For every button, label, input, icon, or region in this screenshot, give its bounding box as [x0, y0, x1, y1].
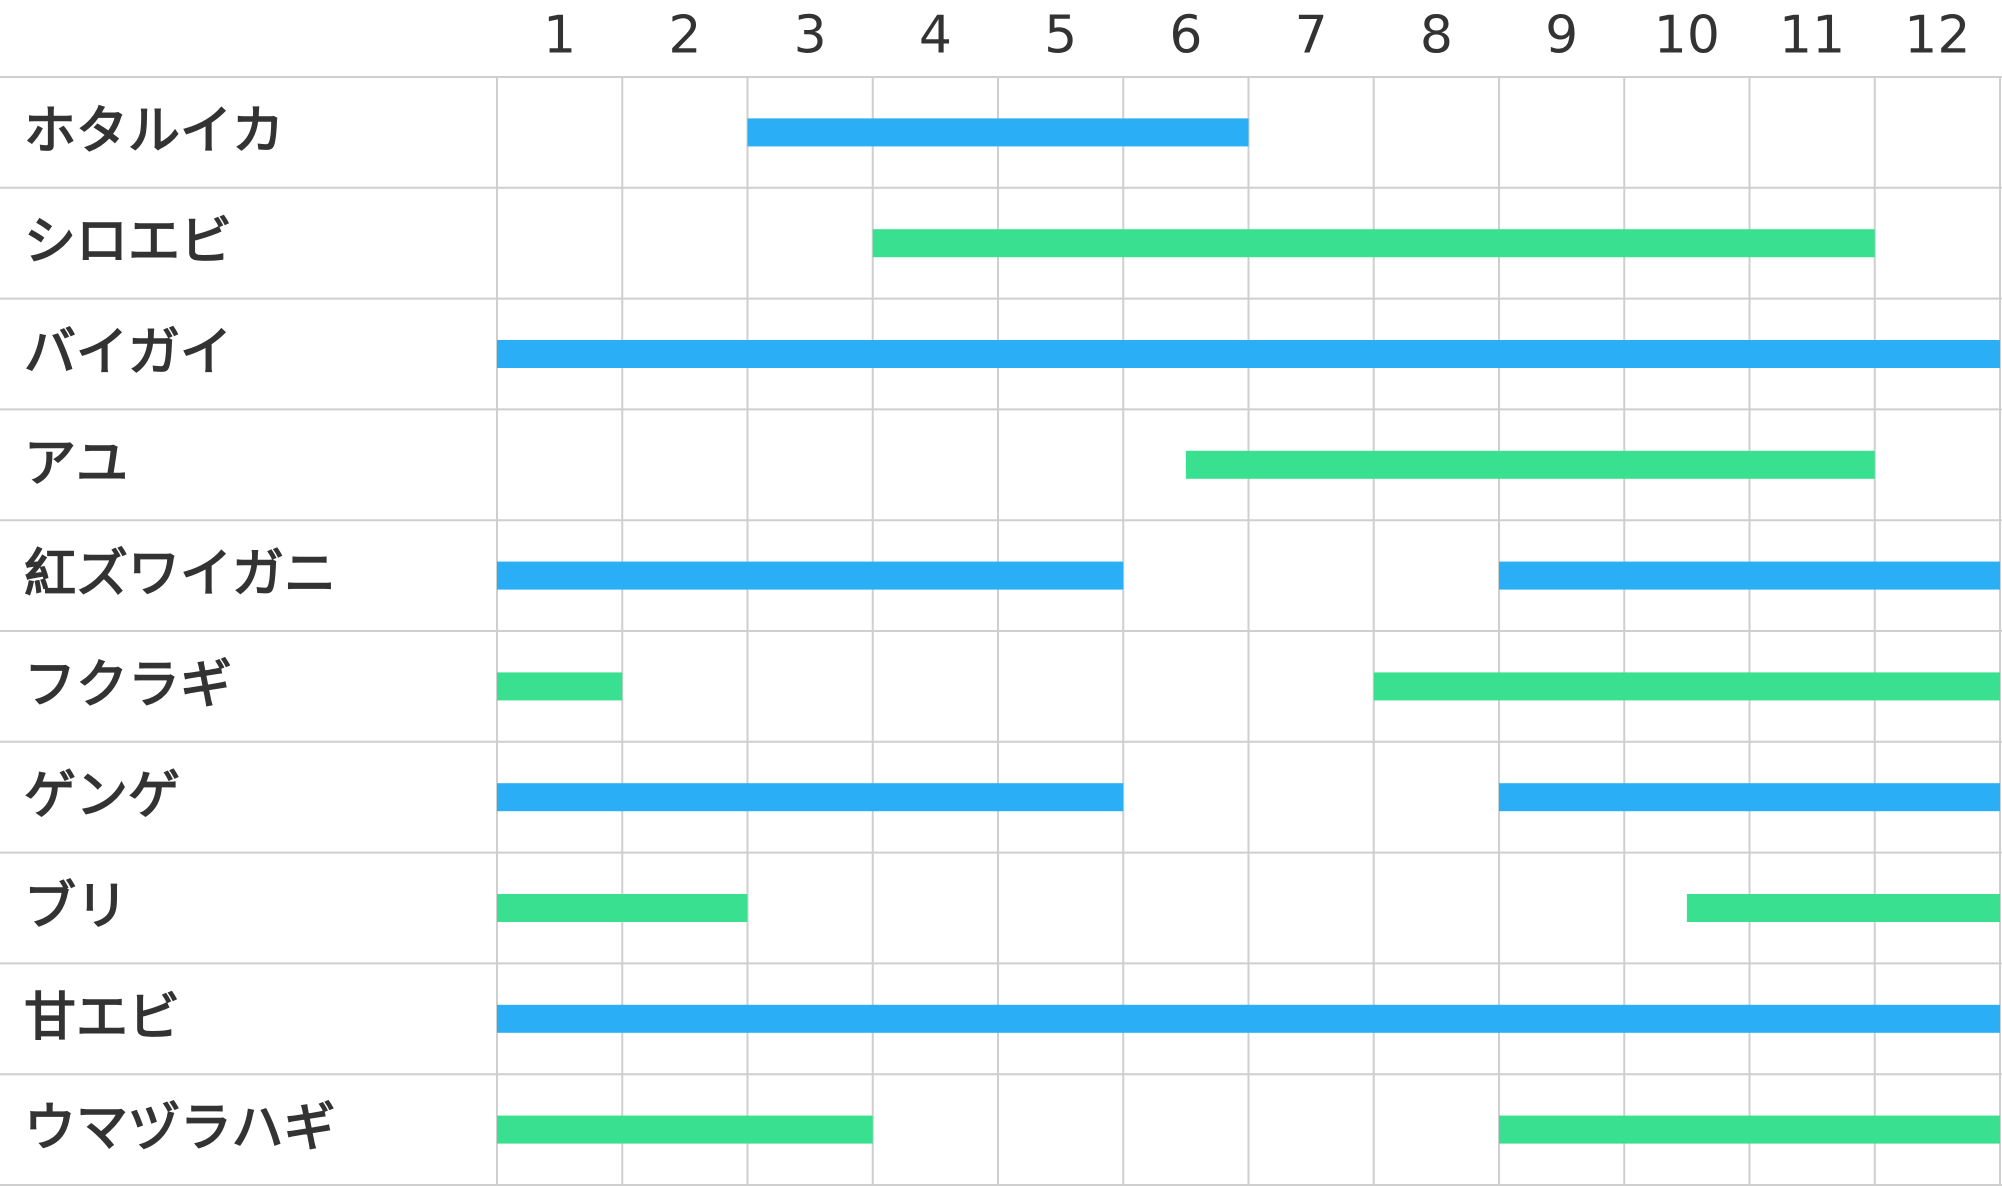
row-label: ホタルイカ [24, 101, 284, 161]
row-label: ゲンゲ [24, 766, 180, 826]
row-label: バイガイ [24, 323, 232, 383]
season-bar [747, 118, 1249, 147]
month-label: 5 [1044, 6, 1077, 66]
season-bar [497, 1115, 873, 1144]
season-bar [497, 1004, 2000, 1033]
month-label: 1 [543, 6, 576, 66]
month-label: 6 [1169, 6, 1202, 66]
season-bar [497, 672, 623, 701]
month-label: 8 [1420, 6, 1453, 66]
row-label: フクラギ [24, 655, 232, 715]
season-bar [497, 783, 1124, 812]
season-bar [497, 894, 748, 922]
month-label: 9 [1545, 6, 1578, 66]
season-bar [1499, 1115, 2000, 1144]
row-label: アユ [24, 434, 128, 494]
season-bar [1185, 450, 1875, 479]
month-label: 10 [1654, 6, 1720, 66]
row-label: ウマヅラハギ [24, 1099, 335, 1159]
season-bar [872, 229, 1875, 258]
month-label: 2 [668, 6, 701, 66]
month-label: 7 [1295, 6, 1328, 66]
season-bar [497, 561, 1124, 590]
season-bar [1373, 672, 2000, 701]
row-label: 甘エビ [24, 988, 180, 1048]
row-label: ブリ [24, 877, 128, 937]
month-label: 11 [1779, 6, 1845, 66]
month-label: 12 [1904, 6, 1970, 66]
month-label: 3 [794, 6, 827, 66]
row-label: シロエビ [24, 212, 232, 272]
row-label: 紅ズワイガニ [24, 545, 336, 605]
season-bar [1499, 561, 2000, 590]
season-bar [1686, 894, 2000, 922]
season-bar [1499, 783, 2000, 812]
month-label: 4 [919, 6, 952, 66]
season-bar [497, 340, 2000, 368]
